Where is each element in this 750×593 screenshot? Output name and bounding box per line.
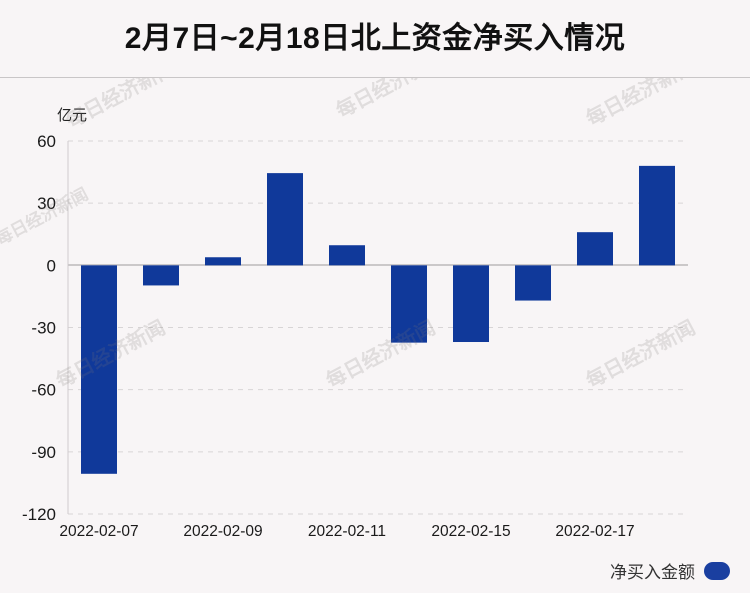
x-axis-tick-label: 2022-02-15: [431, 523, 510, 540]
legend-color-swatch-icon: [704, 561, 730, 580]
y-axis-unit-label: 亿元: [57, 107, 87, 124]
bar[interactable]: [329, 245, 365, 266]
bar[interactable]: [515, 265, 551, 301]
chart-legend[interactable]: 净买入金额: [610, 558, 730, 583]
y-axis-tick-label: -60: [31, 381, 56, 400]
y-axis-tick-label: 30: [37, 194, 56, 213]
y-axis-tick-label: 60: [37, 132, 56, 151]
bar[interactable]: [639, 165, 675, 266]
gridlines: [68, 140, 688, 515]
bar-series: [81, 165, 675, 474]
y-axis-tick-label: 0: [47, 256, 56, 275]
x-axis-tick-label: 2022-02-09: [183, 523, 262, 540]
bar[interactable]: [577, 232, 613, 266]
chart-plot-area: 每日经济新闻 每日经济新闻 每日经济新闻 每日经济新闻 每日经济新闻 每日经济新…: [0, 47, 750, 593]
bar[interactable]: [391, 265, 427, 343]
bar[interactable]: [81, 265, 117, 474]
bar[interactable]: [267, 173, 303, 266]
chart-header: 2月7日~2月18日北上资金净买入情况: [0, 0, 750, 78]
y-axis-tick-labels: 60 30 0 -30 -60 -90 -120: [22, 132, 56, 524]
bar[interactable]: [205, 257, 241, 266]
x-axis-tick-label: 2022-02-07: [59, 523, 138, 540]
legend-label: 净买入金额: [610, 563, 695, 582]
y-axis-tick-label: -30: [31, 319, 56, 338]
y-axis-tick-label: -120: [22, 505, 56, 524]
y-axis-tick-label: -90: [31, 443, 56, 462]
bar[interactable]: [143, 265, 179, 286]
x-axis-tick-labels: 2022-02-07 2022-02-09 2022-02-11 2022-02-15…: [59, 523, 634, 540]
x-axis-tick-label: 2022-02-11: [308, 523, 386, 540]
page-title: 2月7日~2月18日北上资金净买入情况: [124, 21, 626, 55]
bar[interactable]: [453, 265, 489, 343]
x-axis-tick-label: 2022-02-17: [555, 523, 634, 540]
